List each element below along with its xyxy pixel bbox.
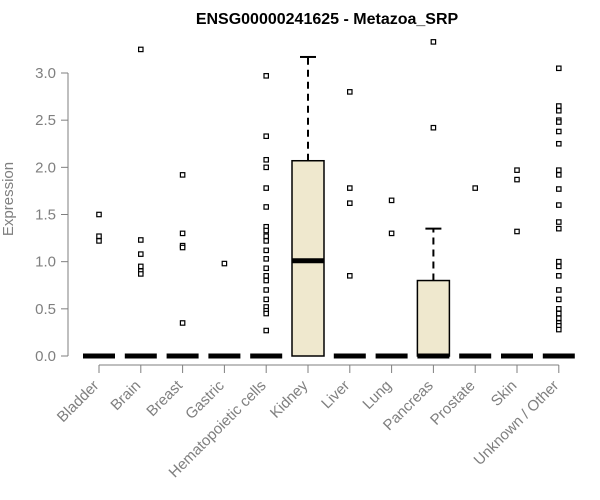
x-tick-label: Kidney xyxy=(267,377,312,422)
box-group xyxy=(166,172,199,359)
outlier-point xyxy=(263,164,270,171)
y-axis-label: Expression xyxy=(0,162,17,236)
outlier-point xyxy=(555,296,562,303)
y-tick-label: 3.0 xyxy=(35,65,56,82)
outlier-point xyxy=(263,265,270,272)
outlier-point xyxy=(263,133,270,140)
outlier-point xyxy=(263,273,270,279)
outlier-point xyxy=(555,258,562,265)
outlier-point xyxy=(555,326,562,333)
outlier-point xyxy=(263,227,270,234)
outlier-point xyxy=(221,260,228,267)
outlier-point xyxy=(263,296,270,303)
box-group xyxy=(333,89,366,359)
outlier-point xyxy=(555,273,562,279)
outlier-point xyxy=(138,263,144,270)
box-group xyxy=(501,167,533,359)
outlier-point xyxy=(96,211,102,218)
boxes-layer xyxy=(83,39,575,359)
outlier-point xyxy=(96,238,102,244)
box-group xyxy=(291,55,325,357)
x-tick-label: Skin xyxy=(488,377,521,410)
outlier-point xyxy=(555,306,562,312)
outlier-point xyxy=(179,244,186,251)
outlier-point xyxy=(388,197,395,204)
chart-title: ENSG00000241625 - Metazoa_SRP xyxy=(196,11,459,28)
box-group xyxy=(208,260,241,359)
outlier-point xyxy=(472,185,479,191)
outlier-point xyxy=(179,320,186,326)
outlier-point xyxy=(555,103,562,109)
outlier-point xyxy=(138,251,144,257)
outlier-point xyxy=(347,89,353,95)
outlier-point xyxy=(430,39,437,45)
y-tick-label: 2.5 xyxy=(35,112,56,129)
outlier-point xyxy=(263,185,270,191)
outlier-point xyxy=(263,310,270,317)
outlier-point xyxy=(347,200,353,206)
outlier-point xyxy=(347,185,353,191)
y-tick-label: 0.0 xyxy=(35,348,56,365)
box-group xyxy=(83,211,115,359)
outlier-point xyxy=(388,230,395,237)
outlier-point xyxy=(555,140,562,147)
outlier-point xyxy=(555,128,562,135)
y-tick-label: 2.0 xyxy=(35,159,56,176)
outlier-point xyxy=(179,172,186,178)
outlier-point xyxy=(263,277,270,284)
outlier-point xyxy=(263,238,270,244)
box-group xyxy=(459,185,492,359)
outlier-point xyxy=(555,65,562,72)
y-axis: 0.0 0.5 1.0 1.5 2.0 2.5 3.0 xyxy=(35,65,69,365)
x-tick-label: Breast xyxy=(143,377,186,420)
outlier-point xyxy=(555,219,562,225)
x-tick-label: Prostate xyxy=(427,377,479,429)
outlier-point xyxy=(179,230,186,237)
y-tick-label: 0.5 xyxy=(35,301,56,318)
box-group xyxy=(375,197,408,359)
outlier-point xyxy=(263,156,270,163)
outlier-point xyxy=(555,287,562,293)
outlier-point xyxy=(555,263,562,270)
box-group xyxy=(542,65,575,359)
outlier-point xyxy=(138,271,144,277)
outlier-point xyxy=(96,233,102,239)
outlier-point xyxy=(555,107,562,114)
outlier-point xyxy=(263,73,270,79)
outlier-point xyxy=(555,172,562,178)
outlier-point xyxy=(263,247,270,254)
x-tick-label: Brain xyxy=(107,377,144,414)
outlier-point xyxy=(138,46,144,53)
box-group xyxy=(250,73,283,359)
outlier-point xyxy=(347,273,353,279)
outlier-point xyxy=(555,167,562,173)
box-group xyxy=(124,46,157,359)
x-tick-label: Liver xyxy=(318,377,353,412)
outlier-point xyxy=(263,233,270,239)
outlier-point xyxy=(514,176,520,183)
x-tick-label: Bladder xyxy=(54,377,103,426)
outlier-point xyxy=(555,315,562,322)
outlier-point xyxy=(555,119,562,125)
y-tick-label: 1.0 xyxy=(35,254,56,271)
outlier-point xyxy=(138,237,144,243)
outlier-point xyxy=(555,202,562,208)
outlier-point xyxy=(263,327,270,334)
outlier-point xyxy=(263,287,270,293)
outlier-point xyxy=(514,167,520,173)
box-iqr xyxy=(416,279,451,357)
outlier-point xyxy=(555,225,562,232)
outlier-point xyxy=(555,186,562,192)
outlier-point xyxy=(555,310,562,317)
x-tick-label: Lung xyxy=(359,377,395,413)
outlier-point xyxy=(263,256,270,262)
y-tick-label: 1.5 xyxy=(35,207,56,224)
outlier-point xyxy=(514,228,520,235)
outlier-point xyxy=(263,204,270,210)
outlier-point xyxy=(430,124,437,131)
box-group xyxy=(416,39,451,359)
